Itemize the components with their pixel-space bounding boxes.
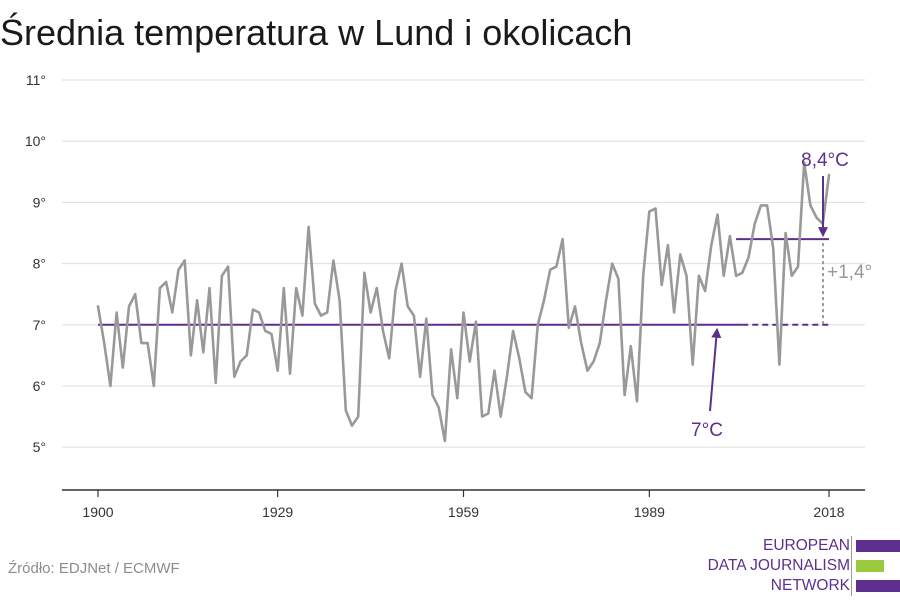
logo-bar-purple-top — [856, 540, 900, 552]
x-tick-label: 1929 — [262, 504, 293, 520]
x-tick-label: 2018 — [813, 504, 844, 520]
logo-line-1: EUROPEAN — [763, 537, 850, 554]
y-tick-label: 6° — [33, 378, 46, 394]
chart-title: Średnia temperatura w Lund i okolicach — [0, 12, 633, 53]
y-tick-label: 10° — [25, 133, 46, 149]
logo-line-3: NETWORK — [770, 577, 850, 594]
y-tick-label: 5° — [33, 439, 46, 455]
arrow-baseline — [709, 327, 722, 412]
annotations: +1,4° 8,4°C 7°C — [691, 150, 872, 441]
logo-divider — [851, 536, 852, 596]
logo-line-2: DATA JOURNALISM — [707, 557, 850, 574]
x-tick-label: 1959 — [448, 504, 479, 520]
temperature-series-line — [96, 161, 831, 443]
difference-label: +1,4° — [827, 262, 872, 283]
label-recent-mean: 8,4°C — [801, 150, 849, 171]
x-axis: 1900 1929 1959 1989 2018 — [62, 489, 865, 520]
logo-bar-green — [856, 560, 884, 572]
y-tick-label: 11° — [26, 72, 46, 88]
series-layer — [96, 161, 831, 443]
logo-bar-purple-bottom — [856, 580, 900, 592]
y-tick-label: 8° — [33, 256, 46, 272]
source-note: Źródło: EDJNet / ECMWF — [8, 560, 180, 577]
y-tick-label: 9° — [33, 194, 46, 210]
y-tick-label: 7° — [33, 317, 46, 333]
edjnet-logo: EUROPEAN DATA JOURNALISM NETWORK — [704, 536, 900, 596]
y-axis-labels: 5° 6° 7° 8° 9° 10° 11° — [25, 72, 46, 455]
x-tick-label: 1900 — [82, 504, 113, 520]
x-tick-label: 1989 — [634, 504, 665, 520]
label-baseline: 7°C — [691, 420, 723, 441]
